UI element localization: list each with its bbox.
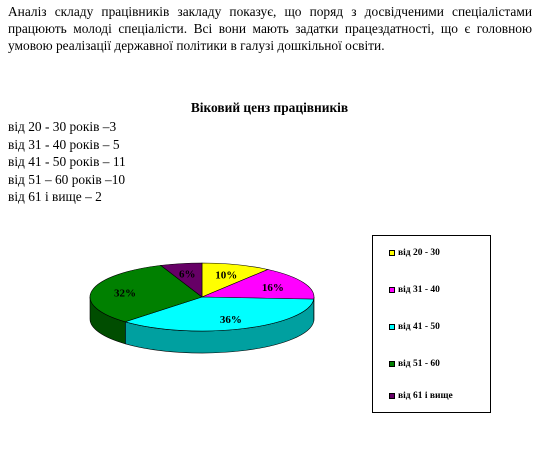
- stat-item-41-50: від 41 - 50 років – 11: [8, 154, 126, 170]
- legend-swatch-31-40: [389, 287, 395, 293]
- pie-label-31-40: 16%: [262, 282, 284, 294]
- stat-item-61-plus: від 61 і вище – 2: [8, 189, 102, 205]
- stat-item-31-40: від 31 - 40 років – 5: [8, 136, 120, 152]
- pie-slice-51-60: [89, 265, 203, 323]
- pie-slice-61-plus: [160, 262, 203, 298]
- pie-label-51-60: 32%: [114, 288, 136, 300]
- legend-label-51-60: від 51 - 60: [398, 359, 440, 369]
- legend-label-61-plus: від 61 і вище: [398, 391, 453, 401]
- pie-slice-41-50: [124, 296, 315, 332]
- legend-item-61-plus: від 61 і вище: [389, 391, 453, 401]
- stat-item-20-30: від 20 - 30 років –3: [8, 119, 117, 134]
- pie-label-61-plus: 6%: [179, 269, 196, 281]
- legend-swatch-61-plus: [389, 393, 395, 399]
- age-stats-list: від 20 - 30 років –3 від 31 - 40 років –…: [8, 118, 126, 206]
- pie-label-41-50: 36%: [220, 314, 242, 326]
- legend-swatch-51-60: [389, 361, 395, 367]
- stat-item-51-60: від 51 – 60 років –10: [8, 171, 126, 187]
- legend-item-51-60: від 51 - 60: [389, 359, 440, 369]
- pie-slice-31-40: [201, 269, 315, 300]
- intro-paragraph: Аналіз складу працівників закладу показу…: [8, 4, 532, 53]
- chart-heading: Віковий ценз працівників: [190, 100, 349, 115]
- legend-label-41-50: від 41 - 50: [398, 322, 440, 332]
- legend-label-20-30: від 20 - 30: [398, 248, 440, 258]
- pie-label-20-30: 10%: [215, 269, 237, 281]
- legend-item-41-50: від 41 - 50: [389, 322, 440, 332]
- age-pie-chart: 10% 16% 36% 32% 6%: [89, 262, 315, 354]
- legend-label-31-40: від 31 - 40: [398, 285, 440, 295]
- legend-item-20-30: від 20 - 30: [389, 248, 440, 258]
- legend-item-31-40: від 31 - 40: [389, 285, 440, 295]
- legend-swatch-20-30: [389, 250, 395, 256]
- chart-legend: від 20 - 30 від 31 - 40 від 41 - 50 від …: [372, 235, 491, 413]
- legend-swatch-41-50: [389, 324, 395, 330]
